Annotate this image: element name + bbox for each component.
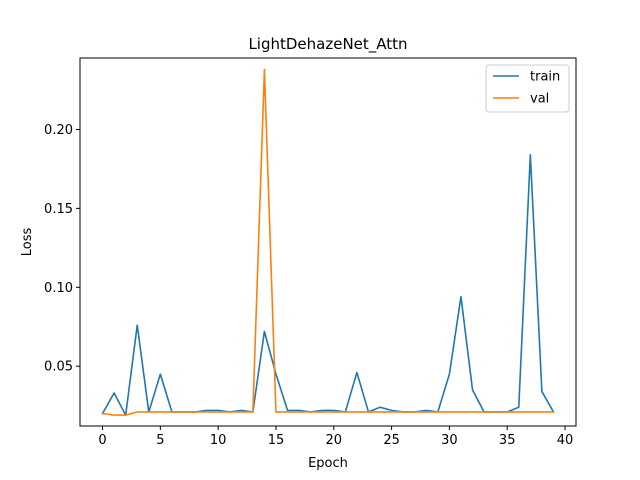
y-tick-label: 0.15 bbox=[44, 202, 73, 217]
y-tick-label: 0.10 bbox=[44, 281, 73, 296]
x-tick-label: 15 bbox=[268, 433, 285, 448]
x-tick-label: 35 bbox=[499, 433, 516, 448]
plot-frame bbox=[79, 57, 577, 427]
series-line-val bbox=[101, 68, 555, 416]
series-layer bbox=[101, 68, 555, 416]
x-tick-label: 40 bbox=[557, 433, 574, 448]
x-tick-label: 10 bbox=[210, 433, 227, 448]
y-axis-title: Loss bbox=[20, 228, 35, 257]
x-tick-label: 0 bbox=[98, 433, 106, 448]
legend-label-val: val bbox=[530, 92, 549, 107]
y-tick-label: 0.20 bbox=[44, 123, 73, 138]
x-tick-label: 25 bbox=[383, 433, 400, 448]
x-axis: 0 5 10 15 20 25 30 35 40 bbox=[98, 426, 573, 448]
y-axis: 0.05 0.10 0.15 0.20 bbox=[44, 123, 80, 375]
y-tick-label: 0.05 bbox=[44, 360, 73, 375]
chart-title: LightDehazeNet_Attn bbox=[248, 35, 407, 54]
x-tick-label: 30 bbox=[441, 433, 458, 448]
x-tick-label: 20 bbox=[326, 433, 343, 448]
x-tick-label: 5 bbox=[156, 433, 164, 448]
x-axis-title: Epoch bbox=[308, 456, 348, 471]
legend: train val bbox=[485, 64, 570, 113]
legend-label-train: train bbox=[530, 70, 560, 85]
